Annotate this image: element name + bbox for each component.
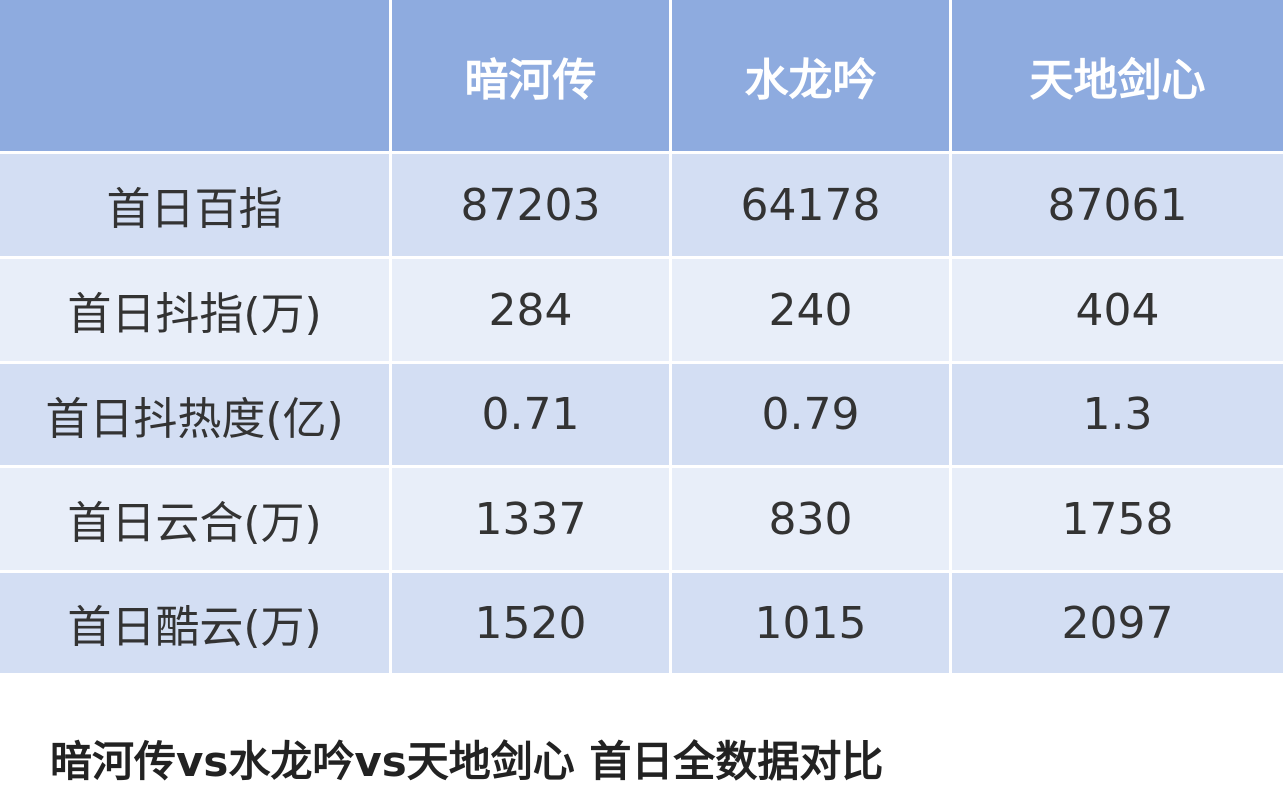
data-cell: 1.3	[952, 364, 1283, 465]
row-label: 首日抖指(万)	[0, 259, 389, 361]
data-cell: 1520	[392, 573, 669, 673]
header-corner	[0, 0, 389, 151]
data-cell: 64178	[672, 154, 949, 256]
data-cell: 2097	[952, 573, 1283, 673]
column-header: 水龙吟	[672, 0, 949, 151]
data-cell: 0.79	[672, 364, 949, 465]
row-label: 首日云合(万)	[0, 468, 389, 570]
data-cell: 284	[392, 259, 669, 361]
row-label: 首日酷云(万)	[0, 573, 389, 673]
comparison-table: 暗河传 水龙吟 天地剑心 首日百指 87203 64178 87061 首日抖指(万) 284 2…	[0, 0, 1283, 673]
row-label: 首日百指	[0, 154, 389, 256]
column-header: 暗河传	[392, 0, 669, 151]
data-cell: 240	[672, 259, 949, 361]
data-cell: 404	[952, 259, 1283, 361]
data-cell: 0.71	[392, 364, 669, 465]
data-cell: 830	[672, 468, 949, 570]
column-header: 天地剑心	[952, 0, 1283, 151]
data-cell: 87203	[392, 154, 669, 256]
row-label: 首日抖热度(亿)	[0, 364, 389, 465]
caption: 暗河传vs水龙吟vs天地剑心 首日全数据对比	[50, 737, 884, 786]
data-cell: 1337	[392, 468, 669, 570]
data-cell: 87061	[952, 154, 1283, 256]
data-cell: 1758	[952, 468, 1283, 570]
data-cell: 1015	[672, 573, 949, 673]
